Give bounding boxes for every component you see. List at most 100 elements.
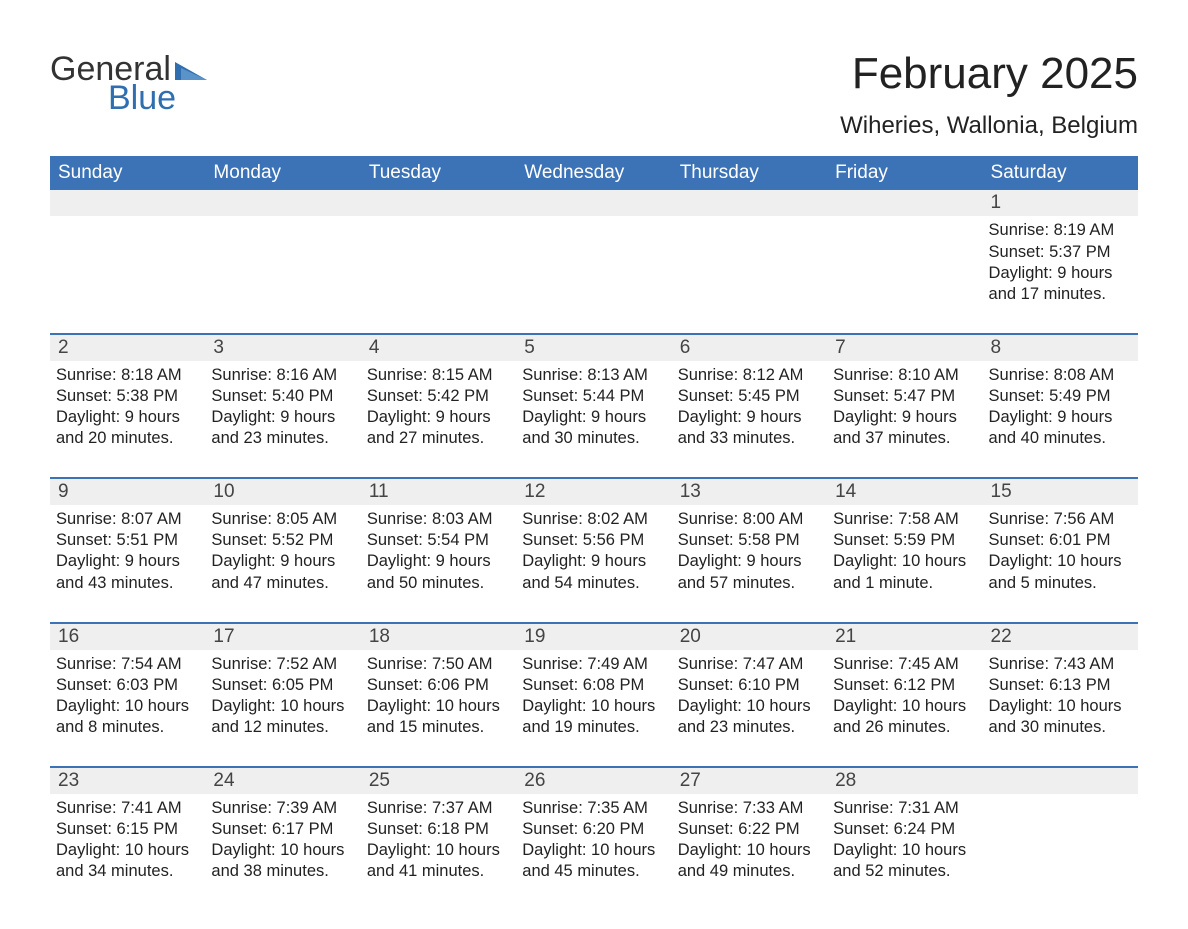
day-details: Sunrise: 7:47 AMSunset: 6:10 PMDaylight:… <box>678 654 821 738</box>
daylight-line: Daylight: 9 hours and 50 minutes. <box>367 551 510 593</box>
day-number <box>205 190 360 216</box>
header: General Blue February 2025 Wiheries, Wal… <box>50 50 1138 140</box>
calendar-day: 11Sunrise: 8:03 AMSunset: 5:54 PMDayligh… <box>361 479 516 599</box>
calendar-day-empty <box>361 190 516 310</box>
day-details: Sunrise: 8:02 AMSunset: 5:56 PMDaylight:… <box>522 509 665 593</box>
calendar-day: 20 Sunrise: 7:47 AMSunset: 6:10 PMDayligh… <box>672 624 827 744</box>
calendar-day: 3Sunrise: 8:16 AMSunset: 5:40 PMDaylight… <box>205 335 360 455</box>
daylight-line: Daylight: 10 hours and 19 minutes. <box>522 696 665 738</box>
calendar-day: 13 Sunrise: 8:00 AMSunset: 5:58 PMDayligh… <box>672 479 827 599</box>
calendar-day: 19Sunrise: 7:49 AMSunset: 6:08 PMDayligh… <box>516 624 671 744</box>
day-number: 16 <box>50 624 205 650</box>
logo-text-blue: Blue <box>108 79 176 118</box>
sunrise-line: Sunrise: 8:12 AM <box>678 365 821 386</box>
day-number: 6 <box>672 335 827 361</box>
sunset-line: Sunset: 5:54 PM <box>367 530 510 551</box>
sunrise-line: Sunrise: 8:08 AM <box>989 365 1132 386</box>
sunset-line: Sunset: 6:03 PM <box>56 675 199 696</box>
daylight-line: Daylight: 9 hours and 23 minutes. <box>211 407 354 449</box>
day-number: 4 <box>361 335 516 361</box>
calendar-day: 25Sunrise: 7:37 AMSunset: 6:18 PMDayligh… <box>361 768 516 888</box>
sunrise-line: Sunrise: 8:00 AM <box>678 509 821 530</box>
day-number <box>516 190 671 216</box>
sunset-line: Sunset: 6:06 PM <box>367 675 510 696</box>
day-number: 1 <box>983 190 1138 216</box>
sunset-line: Sunset: 6:01 PM <box>989 530 1132 551</box>
daylight-line: Daylight: 10 hours and 15 minutes. <box>367 696 510 738</box>
calendar-day: 4Sunrise: 8:15 AMSunset: 5:42 PMDaylight… <box>361 335 516 455</box>
sunrise-line: Sunrise: 8:18 AM <box>56 365 199 386</box>
day-details: Sunrise: 8:18 AMSunset: 5:38 PMDaylight:… <box>56 365 199 449</box>
day-details: Sunrise: 7:52 AMSunset: 6:05 PMDaylight:… <box>211 654 354 738</box>
calendar-week: 2Sunrise: 8:18 AMSunset: 5:38 PMDaylight… <box>50 333 1138 455</box>
sunrise-line: Sunrise: 7:35 AM <box>522 798 665 819</box>
day-number: 19 <box>516 624 671 650</box>
calendar-week: 23Sunrise: 7:41 AMSunset: 6:15 PMDayligh… <box>50 766 1138 888</box>
calendar-day: 6Sunrise: 8:12 AMSunset: 5:45 PMDaylight… <box>672 335 827 455</box>
weekday-label: Thursday <box>672 156 827 190</box>
day-number: 24 <box>205 768 360 794</box>
sunset-line: Sunset: 5:59 PM <box>833 530 976 551</box>
sunrise-line: Sunrise: 8:13 AM <box>522 365 665 386</box>
day-number: 8 <box>983 335 1138 361</box>
day-number <box>50 190 205 216</box>
daylight-line: Daylight: 9 hours and 40 minutes. <box>989 407 1132 449</box>
day-number: 20 <box>672 624 827 650</box>
day-number: 12 <box>516 479 671 505</box>
day-details: Sunrise: 8:16 AMSunset: 5:40 PMDaylight:… <box>211 365 354 449</box>
weekday-label: Wednesday <box>516 156 671 190</box>
sunrise-line: Sunrise: 8:16 AM <box>211 365 354 386</box>
daylight-line: Daylight: 10 hours and 1 minute. <box>833 551 976 593</box>
day-details: Sunrise: 8:08 AMSunset: 5:49 PMDaylight:… <box>989 365 1132 449</box>
daylight-line: Daylight: 9 hours and 17 minutes. <box>989 263 1132 305</box>
day-number <box>827 190 982 216</box>
day-number <box>983 768 1138 794</box>
sunset-line: Sunset: 5:38 PM <box>56 386 199 407</box>
day-number: 21 <box>827 624 982 650</box>
day-details: Sunrise: 8:03 AMSunset: 5:54 PMDaylight:… <box>367 509 510 593</box>
day-details: Sunrise: 7:54 AMSunset: 6:03 PMDaylight:… <box>56 654 199 738</box>
daylight-line: Daylight: 9 hours and 37 minutes. <box>833 407 976 449</box>
calendar-day: 17 Sunrise: 7:52 AMSunset: 6:05 PMDayligh… <box>205 624 360 744</box>
daylight-line: Daylight: 9 hours and 47 minutes. <box>211 551 354 593</box>
daylight-line: Daylight: 10 hours and 49 minutes. <box>678 840 821 882</box>
day-number: 22 <box>983 624 1138 650</box>
sunset-line: Sunset: 6:18 PM <box>367 819 510 840</box>
daylight-line: Daylight: 10 hours and 34 minutes. <box>56 840 199 882</box>
daylight-line: Daylight: 10 hours and 41 minutes. <box>367 840 510 882</box>
title-block: February 2025 Wiheries, Wallonia, Belgiu… <box>840 50 1138 140</box>
daylight-line: Daylight: 9 hours and 57 minutes. <box>678 551 821 593</box>
sunrise-line: Sunrise: 7:54 AM <box>56 654 199 675</box>
day-number: 28 <box>827 768 982 794</box>
calendar-day: 22 Sunrise: 7:43 AMSunset: 6:13 PMDayligh… <box>983 624 1138 744</box>
sunrise-line: Sunrise: 8:02 AM <box>522 509 665 530</box>
daylight-line: Daylight: 9 hours and 33 minutes. <box>678 407 821 449</box>
calendar-day-empty <box>983 768 1138 888</box>
day-number: 13 <box>672 479 827 505</box>
daylight-line: Daylight: 9 hours and 30 minutes. <box>522 407 665 449</box>
calendar-day: 24Sunrise: 7:39 AMSunset: 6:17 PMDayligh… <box>205 768 360 888</box>
sunset-line: Sunset: 6:24 PM <box>833 819 976 840</box>
day-number: 14 <box>827 479 982 505</box>
day-number: 25 <box>361 768 516 794</box>
sunrise-line: Sunrise: 7:49 AM <box>522 654 665 675</box>
calendar-day: 23Sunrise: 7:41 AMSunset: 6:15 PMDayligh… <box>50 768 205 888</box>
calendar-day: 18Sunrise: 7:50 AMSunset: 6:06 PMDayligh… <box>361 624 516 744</box>
day-details: Sunrise: 8:00 AMSunset: 5:58 PMDaylight:… <box>678 509 821 593</box>
calendar-day-empty <box>516 190 671 310</box>
day-number: 17 <box>205 624 360 650</box>
sunrise-line: Sunrise: 7:41 AM <box>56 798 199 819</box>
location-label: Wiheries, Wallonia, Belgium <box>840 112 1138 140</box>
sunset-line: Sunset: 5:37 PM <box>989 242 1132 263</box>
day-details: Sunrise: 7:43 AMSunset: 6:13 PMDaylight:… <box>989 654 1132 738</box>
calendar-day-empty <box>672 190 827 310</box>
sunrise-line: Sunrise: 8:19 AM <box>989 220 1132 241</box>
daylight-line: Daylight: 9 hours and 20 minutes. <box>56 407 199 449</box>
daylight-line: Daylight: 10 hours and 52 minutes. <box>833 840 976 882</box>
calendar-day: 8 Sunrise: 8:08 AMSunset: 5:49 PMDaylight… <box>983 335 1138 455</box>
sunset-line: Sunset: 6:17 PM <box>211 819 354 840</box>
calendar-day: 15Sunrise: 7:56 AMSunset: 6:01 PMDayligh… <box>983 479 1138 599</box>
day-number: 2 <box>50 335 205 361</box>
calendar-day: 2 Sunrise: 8:18 AMSunset: 5:38 PMDaylight… <box>50 335 205 455</box>
day-details: Sunrise: 8:07 AMSunset: 5:51 PMDaylight:… <box>56 509 199 593</box>
